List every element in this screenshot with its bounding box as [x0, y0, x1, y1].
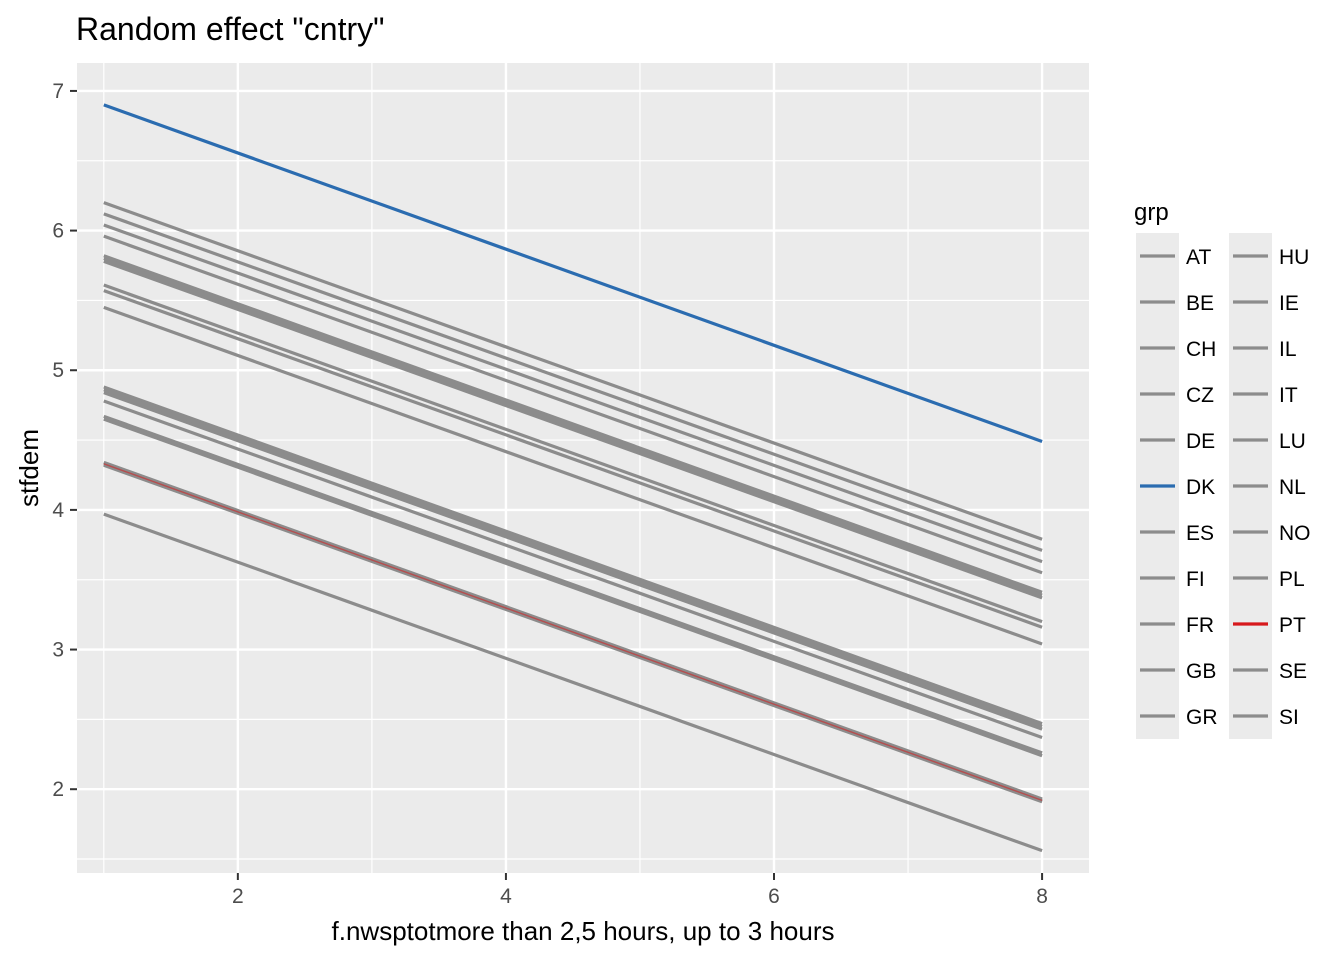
- legend-label-ie: IE: [1279, 292, 1299, 315]
- series-line-fr: [103, 283, 1043, 624]
- y-tick-label: 7: [52, 80, 64, 103]
- legend-label-ch: CH: [1186, 338, 1216, 361]
- legend-label-fr: FR: [1186, 614, 1214, 637]
- legend-label-no: NO: [1279, 522, 1311, 545]
- y-tick-label: 6: [52, 220, 64, 243]
- x-tick-label: 6: [768, 885, 780, 908]
- y-tick-label: 5: [52, 359, 64, 382]
- legend-label-at: AT: [1186, 246, 1211, 269]
- series-line-at: [103, 201, 1043, 541]
- legend-label-it: IT: [1279, 384, 1298, 407]
- chart-title: Random effect "cntry": [76, 11, 384, 47]
- x-tick-label: 8: [1036, 885, 1048, 908]
- series-line-nl: [103, 417, 1043, 758]
- legend-label-de: DE: [1186, 430, 1215, 453]
- legend-label-dk: DK: [1186, 476, 1215, 499]
- legend-label-gb: GB: [1186, 660, 1216, 683]
- series-lines: [103, 103, 1043, 853]
- legend-label-il: IL: [1279, 338, 1297, 361]
- series-line-fi: [103, 257, 1043, 597]
- legend-label-se: SE: [1279, 660, 1307, 683]
- series-line-it: [103, 399, 1043, 740]
- series-line-ch: [103, 223, 1043, 564]
- legend-label-nl: NL: [1279, 476, 1306, 499]
- legend-label-be: BE: [1186, 292, 1214, 315]
- series-line-gb: [103, 289, 1043, 629]
- series-line-si: [103, 512, 1043, 853]
- series-line-de: [103, 254, 1043, 594]
- legend-label-lu: LU: [1279, 430, 1306, 453]
- legend-label-cz: CZ: [1186, 384, 1214, 407]
- x-tick-label: 2: [232, 885, 244, 908]
- series-line-gr: [103, 305, 1043, 646]
- series-line-be: [103, 212, 1043, 552]
- legend-label-si: SI: [1279, 706, 1299, 729]
- y-tick-label: 3: [52, 639, 64, 662]
- legend-label-pl: PL: [1279, 568, 1305, 591]
- plot-panel: [77, 63, 1089, 873]
- y-tick-label: 2: [52, 778, 64, 801]
- y-tick-label: 4: [52, 499, 64, 522]
- grid: [77, 63, 1089, 873]
- x-axis: 2 4 6 8: [232, 873, 1048, 908]
- legend-label-pt: PT: [1279, 614, 1306, 637]
- y-axis: 2 3 4 5 6 7: [52, 80, 77, 801]
- series-line-dk: [103, 103, 1043, 443]
- legend-label-es: ES: [1186, 522, 1214, 545]
- legend: grp AT BE CH CZ DE DK ES FI FR GB GR HU IE IL IT LU NL NO…: [1134, 199, 1311, 739]
- x-tick-label: 4: [500, 885, 512, 908]
- series-line-se: [103, 463, 1043, 804]
- series-line-ie: [103, 388, 1043, 728]
- series-line-lu: [103, 414, 1043, 755]
- legend-label-hu: HU: [1279, 246, 1309, 269]
- series-line-il: [103, 391, 1043, 731]
- x-axis-title: f.nwsptotmore than 2,5 hours, up to 3 ho…: [332, 916, 835, 946]
- legend-label-gr: GR: [1186, 706, 1218, 729]
- series-line-es: [103, 259, 1043, 600]
- y-axis-title: stfdem: [14, 429, 44, 507]
- series-line-cz: [103, 234, 1043, 575]
- legend-label-fi: FI: [1186, 568, 1205, 591]
- legend-title: grp: [1134, 199, 1169, 226]
- series-line-pt: [103, 463, 1043, 802]
- series-line-hu: [103, 385, 1043, 726]
